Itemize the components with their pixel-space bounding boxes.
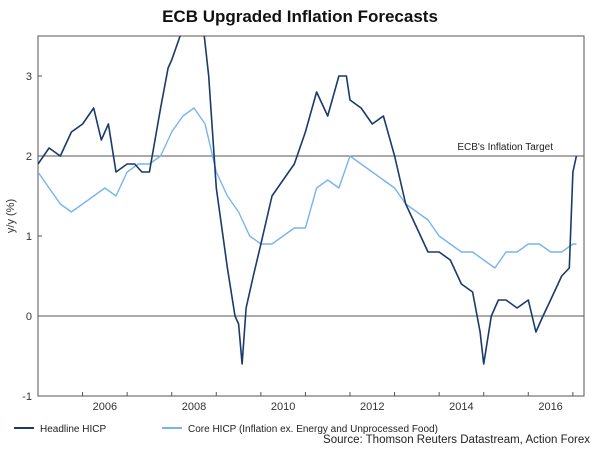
y-tick-label: 3 [26,71,32,83]
series-line-core-hicp [38,107,577,269]
y-tick-label: 2 [26,151,32,163]
legend: Headline HICP Core HICP (Inflation ex. En… [14,424,438,435]
target-annotation: ECB's Inflation Target [457,142,553,153]
reference-lines: ECB's Inflation Target [38,142,584,317]
legend-entry: Headline HICP [40,424,106,435]
x-tick-label: 2016 [538,401,562,413]
plot-frame [37,35,585,397]
x-tick-label: 2014 [449,401,473,413]
legend-entry: Core HICP (Inflation ex. Energy and Unpr… [188,424,438,435]
series-lines [38,36,578,365]
x-axis: 2006 2008 2010 2012 2014 2016 [37,392,574,413]
x-tick-label: 2012 [360,401,384,413]
y-tick-label: -1 [22,391,32,403]
y-tick-label: 1 [26,231,32,243]
x-tick-label: 2006 [93,401,117,413]
y-axis-label: y/y (%) [5,199,17,233]
y-tick-label: 0 [26,311,32,323]
chart-title: ECB Upgraded Inflation Forecasts [162,7,438,26]
y-axis: -1 0 1 2 3 [22,71,42,403]
x-tick-label: 2010 [271,401,295,413]
series-line-headline-hicp [38,36,578,365]
x-tick-label: 2008 [182,401,206,413]
source-note: Source: Thomson Reuters Datastream, Acti… [323,434,590,446]
